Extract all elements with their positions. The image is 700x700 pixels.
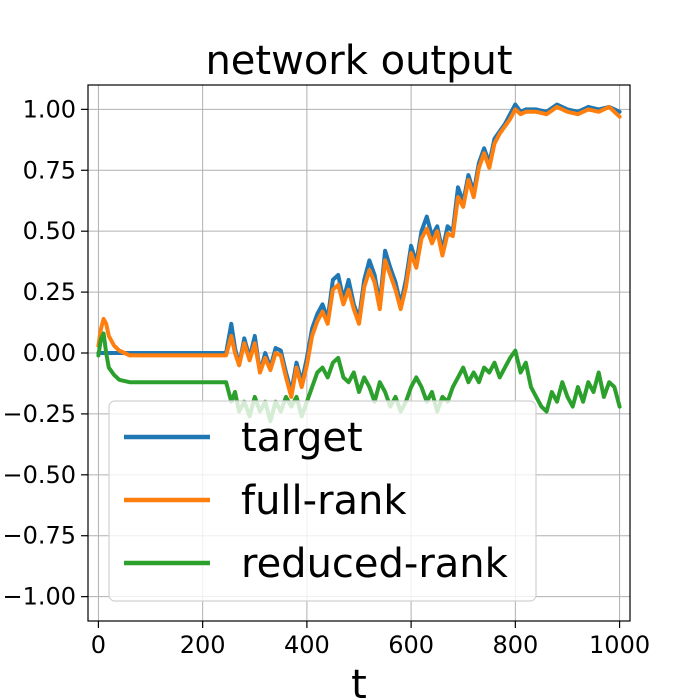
series-line-target bbox=[96, 102, 622, 394]
x-tick-label: 600 bbox=[388, 631, 434, 659]
y-tick-label: 0.25 bbox=[23, 278, 76, 306]
y-tick-label: 0.75 bbox=[23, 156, 76, 184]
y-tick-label: 0.50 bbox=[23, 217, 76, 245]
legend: target full-rank reduced-rank bbox=[108, 400, 537, 602]
x-tick-label: 1000 bbox=[589, 631, 650, 659]
chart-title: network output bbox=[205, 38, 512, 84]
legend-box bbox=[108, 400, 537, 602]
y-tick-label: −0.50 bbox=[2, 461, 76, 489]
y-tick-label: −0.25 bbox=[2, 400, 76, 428]
x-tick-label: 400 bbox=[284, 631, 330, 659]
x-axis: 0 200 400 600 800 1000 bbox=[91, 621, 650, 659]
legend-label-reduced-rank: reduced-rank bbox=[241, 541, 509, 587]
legend-label-full-rank: full-rank bbox=[241, 478, 407, 524]
y-tick-label: 0.00 bbox=[23, 339, 76, 367]
x-tick-label: 800 bbox=[492, 631, 538, 659]
series-line-full-rank bbox=[96, 104, 622, 399]
y-axis: −1.00 −0.75 −0.50 −0.25 0.00 0.25 0.50 0.75 1.00 bbox=[2, 95, 88, 611]
series-layer bbox=[96, 102, 622, 424]
x-tick-label: 200 bbox=[180, 631, 226, 659]
x-axis-label: t bbox=[351, 662, 367, 700]
legend-label-target: target bbox=[241, 415, 363, 461]
y-tick-label: −0.75 bbox=[2, 522, 76, 550]
y-tick-label: −1.00 bbox=[2, 583, 76, 611]
y-tick-label: 1.00 bbox=[23, 95, 76, 123]
x-tick-label: 0 bbox=[91, 631, 106, 659]
